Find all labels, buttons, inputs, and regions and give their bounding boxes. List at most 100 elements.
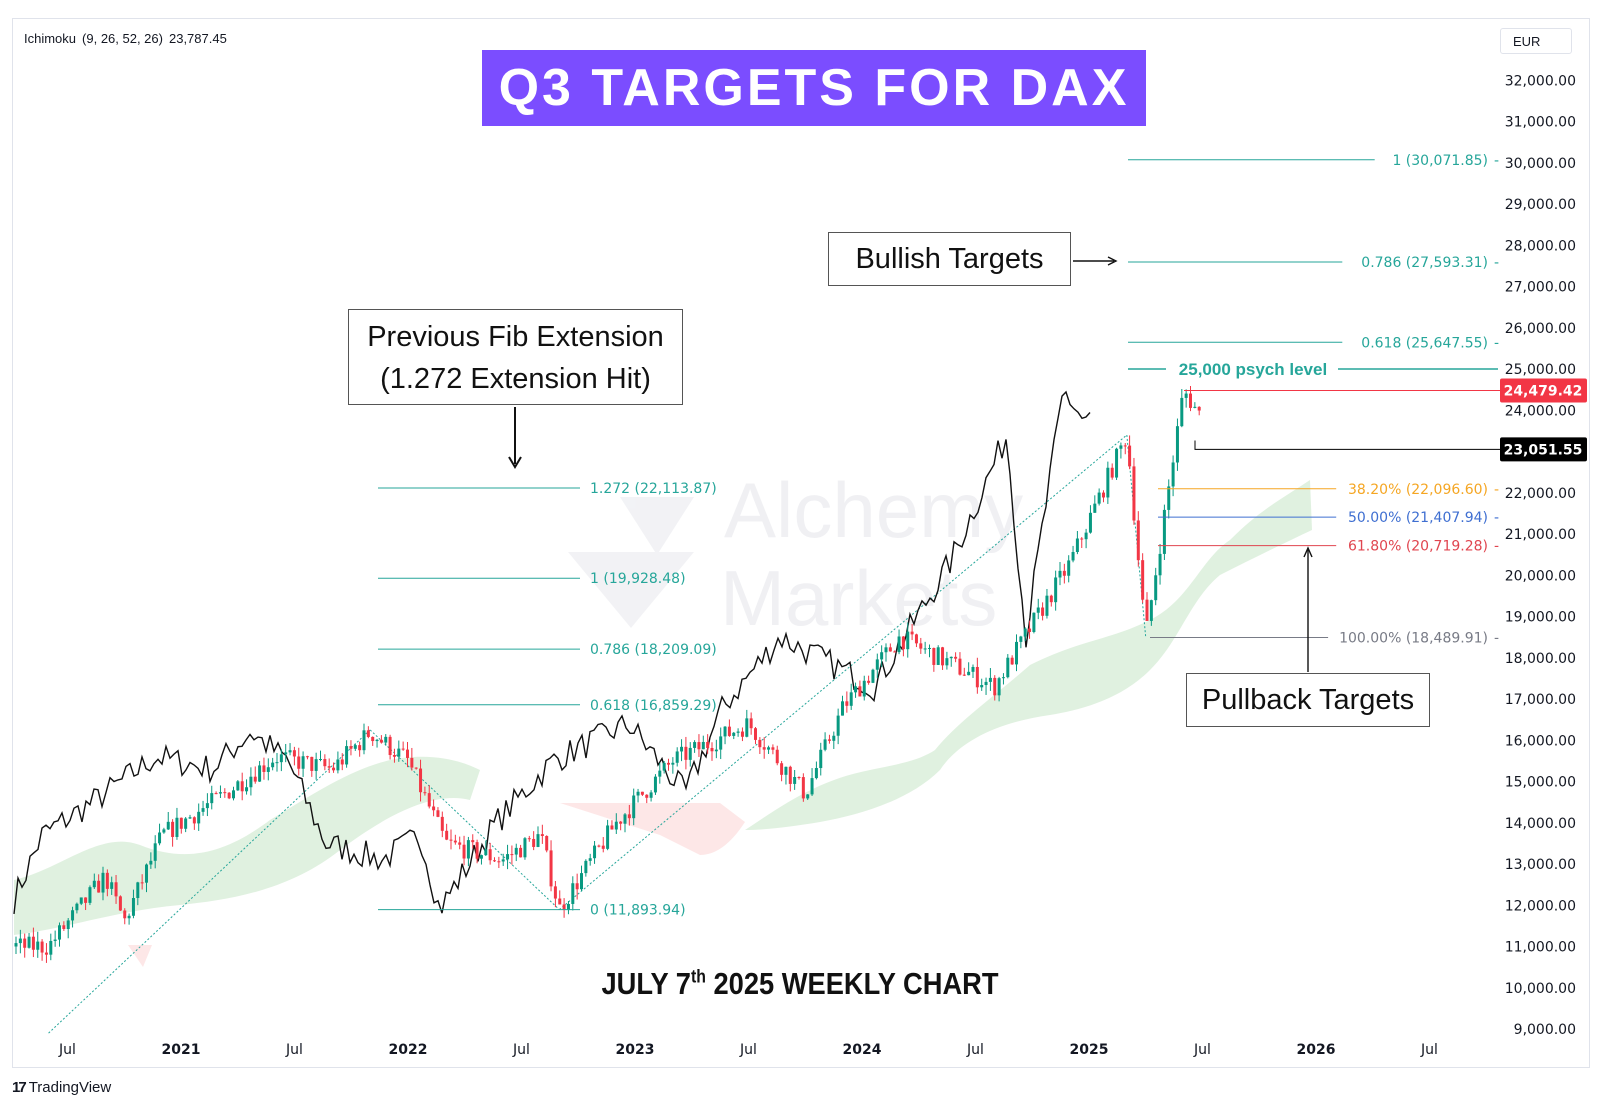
candle-body [845,701,849,706]
candle-body [210,793,214,804]
candle-body [92,880,96,888]
candle-body [336,759,340,771]
down-arrow-icon [508,456,522,469]
candle-body [136,882,140,899]
candle-body [232,790,235,799]
candle-body [562,904,566,911]
candle-body [140,882,144,884]
candle-body [484,849,488,856]
candle-body [288,750,292,753]
candle-body [636,791,640,796]
candle-body [175,817,179,837]
candle-body [1045,595,1049,616]
candle-body [184,818,188,829]
candle-body [875,659,879,670]
candle-body [732,732,736,736]
candle-body [1049,595,1053,603]
candle-body [131,898,135,916]
candle-body [549,850,553,887]
candle-body [967,671,971,676]
candle-body [253,776,257,782]
indicator-params: (9, 26, 52, 26) [82,31,163,46]
candle-body [558,898,562,905]
candle-body [514,847,518,855]
candle-body [988,677,992,682]
fib-level-label: 1 (19,928.48) [590,571,686,587]
candle-body [1180,397,1184,427]
candle-body [314,759,318,771]
candle-body [906,631,910,650]
candle-body [493,860,496,862]
currency-selector[interactable]: EUR [1500,28,1572,54]
candle-body [471,840,475,843]
bullish-targets-callout: Bullish Targets [828,232,1071,286]
candle-body [754,728,757,740]
candle-body [1015,641,1018,665]
price-axis-label: 32,000.00 [1505,73,1576,89]
fib-level-label: 1 (30,071.85) [1392,153,1488,169]
time-axis-label: Jul [1193,1042,1211,1058]
candle-body [375,739,379,742]
ichimoku-cloud-bullish [745,480,1312,830]
price-axis-label: 9,000.00 [1514,1022,1576,1038]
candle-body [297,756,301,769]
candle-body [675,751,679,763]
watermark-logo-icon [620,497,694,555]
retracement-label: 50.00% (21,407.94) [1348,510,1488,526]
candle-body [536,834,540,847]
candle-body [201,808,205,812]
price-axis-label: 22,000.00 [1505,486,1576,502]
fib-level-label: 0 (11,893.94) [590,903,686,919]
tradingview-branding[interactable]: 17 TradingView [12,1079,111,1096]
candle-body [345,746,349,765]
candle-body [240,781,244,792]
candle-body [697,742,701,750]
ichimoku-lagging-line [13,390,1091,914]
price-axis-label: 11,000.00 [1505,940,1576,956]
candle-body [458,842,462,845]
candle-body [1197,406,1201,411]
right-arrow-icon [1107,256,1118,266]
price-axis-label: 13,000.00 [1505,857,1576,873]
candle-body [601,845,605,849]
candle-body [340,759,344,765]
candle-body [1041,607,1045,616]
candle-body [158,832,162,844]
price-axis-label: 26,000.00 [1505,321,1576,337]
candle-body [962,674,966,676]
candle-body [436,810,440,817]
candle-body [1106,467,1110,498]
candle-body [279,754,283,763]
candle-body [827,739,831,741]
price-axis-label: 24,000.00 [1505,403,1576,419]
candle-body [632,795,636,819]
candle-body [271,762,275,768]
retracement-tick: - [1494,539,1499,555]
candle-body [349,746,353,749]
candle-body [1123,445,1127,447]
candle-body [227,792,231,799]
time-axis: Jul 2021 Jul 2022 Jul 2023 Jul 2024 Jul 2025 Jul 20… [58,1042,1438,1058]
ichimoku-indicator-legend[interactable]: Ichimoku (9, 26, 52, 26) 23,787.45 [24,31,233,46]
price-axis-label: 14,000.00 [1505,816,1576,832]
previous-fib-callout-line1: Previous Fib Extension [367,321,664,353]
candle-body [884,647,888,653]
candle-body [575,883,579,890]
candle-body [949,656,953,659]
candle-body [619,821,623,824]
candle-body [319,759,322,761]
candle-body [727,726,731,736]
fib-trend-line [559,434,1128,911]
candle-body [379,739,383,743]
candle-body [980,685,984,688]
candle-body [44,952,48,955]
candle-body [854,686,858,693]
candle-body [31,936,35,950]
candle-body [410,757,414,768]
candle-body [1001,677,1005,679]
up-arrow-icon [1303,546,1313,558]
candle-body [993,677,997,696]
fib-level-tick: - [1494,153,1499,169]
price-tag [1500,378,1587,403]
